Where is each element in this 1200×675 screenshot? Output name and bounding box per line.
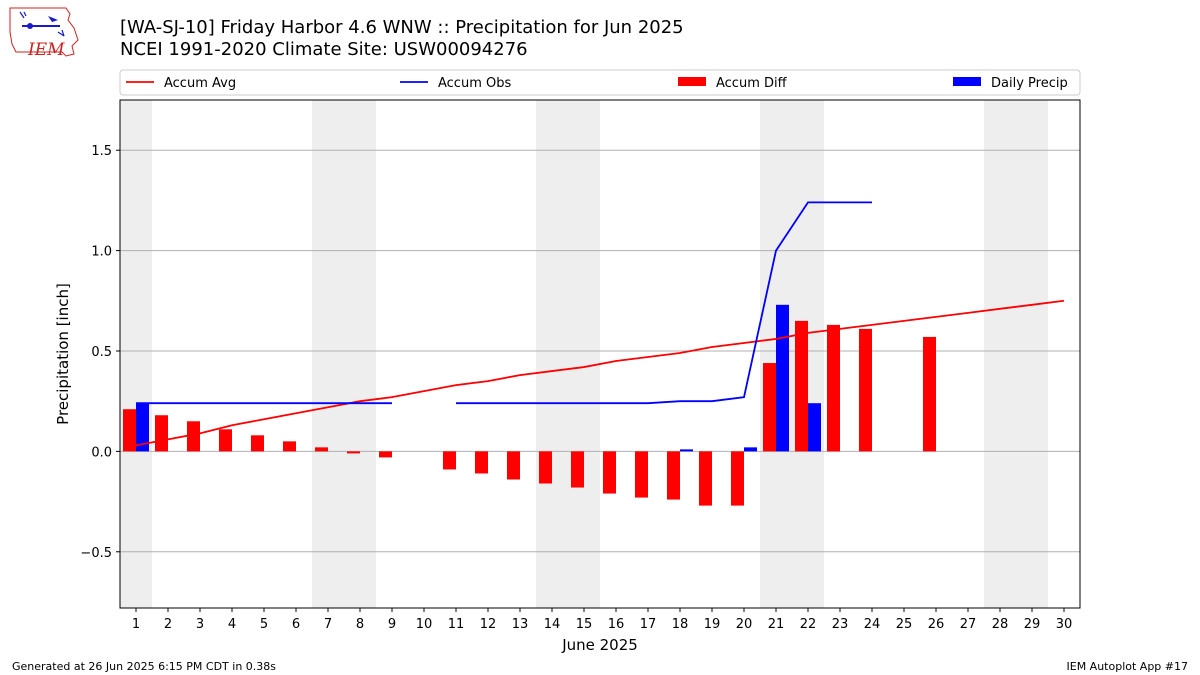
x-tick-label: 17 [640, 617, 657, 632]
accum-diff-bar [347, 451, 360, 454]
x-tick-label: 21 [768, 617, 785, 632]
x-tick-label: 26 [928, 617, 945, 632]
x-tick-label: 14 [544, 617, 561, 632]
legend-label: Daily Precip [991, 76, 1068, 91]
y-tick-label: 0.5 [91, 345, 112, 360]
accum-obs-line [456, 201, 872, 405]
x-axis-label: June 2025 [561, 636, 638, 654]
accum-diff-bar [795, 320, 808, 452]
weekend-band [536, 100, 600, 608]
x-tick-label: 9 [388, 617, 396, 632]
accum-diff-bar [699, 451, 712, 506]
legend-label: Accum Diff [716, 76, 788, 91]
x-tick-label: 11 [448, 617, 465, 632]
legend-label: Accum Avg [164, 76, 236, 91]
accum-diff-bar [443, 451, 456, 470]
x-tick-label: 30 [1056, 617, 1073, 632]
x-tick-label: 8 [356, 617, 364, 632]
weekend-band [984, 100, 1048, 608]
footer-generated: Generated at 26 Jun 2025 6:15 PM CDT in … [12, 660, 277, 673]
daily-precip-bar [136, 403, 149, 452]
accum-diff-bar [923, 336, 936, 452]
footer-app: IEM Autoplot App #17 [1066, 660, 1189, 673]
legend-swatch [953, 77, 981, 86]
x-tick-label: 20 [736, 617, 753, 632]
iem-logo: IEM [8, 6, 80, 62]
chart-subtitle: NCEI 1991-2020 Climate Site: USW00094276 [120, 39, 528, 60]
x-tick-label: 22 [800, 617, 817, 632]
x-tick-label: 1 [132, 617, 140, 632]
x-tick-label: 24 [864, 617, 881, 632]
x-tick-label: 3 [196, 617, 204, 632]
accum-diff-bar [283, 441, 296, 452]
plot-frame [119, 99, 1081, 609]
x-tick-label: 23 [832, 617, 849, 632]
daily-precip-bar [776, 304, 789, 452]
accum-diff-bar [219, 429, 232, 452]
legend-swatch [678, 77, 706, 86]
logo-text: IEM [28, 40, 65, 60]
daily-precip-bar [680, 449, 693, 452]
accum-diff-bar [731, 451, 744, 506]
y-tick-label: 1.5 [91, 144, 112, 159]
weekend-band [760, 100, 824, 608]
accum-diff-bar [379, 451, 392, 458]
weekend-band [312, 100, 376, 608]
weekend-band [120, 100, 152, 608]
accum-diff-bar [859, 328, 872, 452]
accum-diff-bar [507, 451, 520, 480]
x-tick-label: 13 [512, 617, 529, 632]
accum-avg-line [135, 299, 1065, 447]
legend-label: Accum Obs [438, 76, 511, 91]
x-tick-label: 29 [1024, 617, 1041, 632]
accum-diff-bar [827, 324, 840, 452]
x-tick-label: 12 [480, 617, 497, 632]
y-tick-label: 1.0 [91, 245, 112, 260]
daily-precip-bar [744, 447, 757, 452]
x-tick-label: 10 [416, 617, 433, 632]
accum-diff-bar [123, 409, 136, 452]
x-tick-label: 4 [228, 617, 236, 632]
accum-diff-bar [667, 451, 680, 500]
accum-diff-bar [475, 451, 488, 474]
accum-diff-bar [251, 435, 264, 452]
x-tick-label: 27 [960, 617, 977, 632]
x-tick-label: 15 [576, 617, 593, 632]
y-axis-label: Precipitation [inch] [54, 283, 72, 425]
legend-box [119, 69, 1081, 96]
x-tick-label: 19 [704, 617, 721, 632]
accum-diff-bar [315, 447, 328, 452]
daily-precip-bar [808, 403, 821, 452]
x-tick-label: 25 [896, 617, 913, 632]
x-tick-label: 2 [164, 617, 172, 632]
x-tick-label: 5 [260, 617, 268, 632]
accum-diff-bar [763, 363, 776, 452]
y-tick-label: −0.5 [80, 546, 112, 561]
accum-diff-bar [539, 451, 552, 484]
y-tick-label: 0.0 [91, 445, 112, 460]
x-tick-label: 6 [292, 617, 300, 632]
x-tick-label: 16 [608, 617, 625, 632]
accum-diff-bar [571, 451, 584, 488]
x-tick-label: 28 [992, 617, 1009, 632]
accum-diff-bar [155, 415, 168, 452]
accum-diff-bar [603, 451, 616, 494]
chart-title: [WA-SJ-10] Friday Harbor 4.6 WNW :: Prec… [120, 17, 684, 38]
accum-diff-bar [187, 421, 200, 452]
x-tick-label: 18 [672, 617, 689, 632]
accum-diff-bar [635, 451, 648, 498]
x-tick-label: 7 [324, 617, 332, 632]
